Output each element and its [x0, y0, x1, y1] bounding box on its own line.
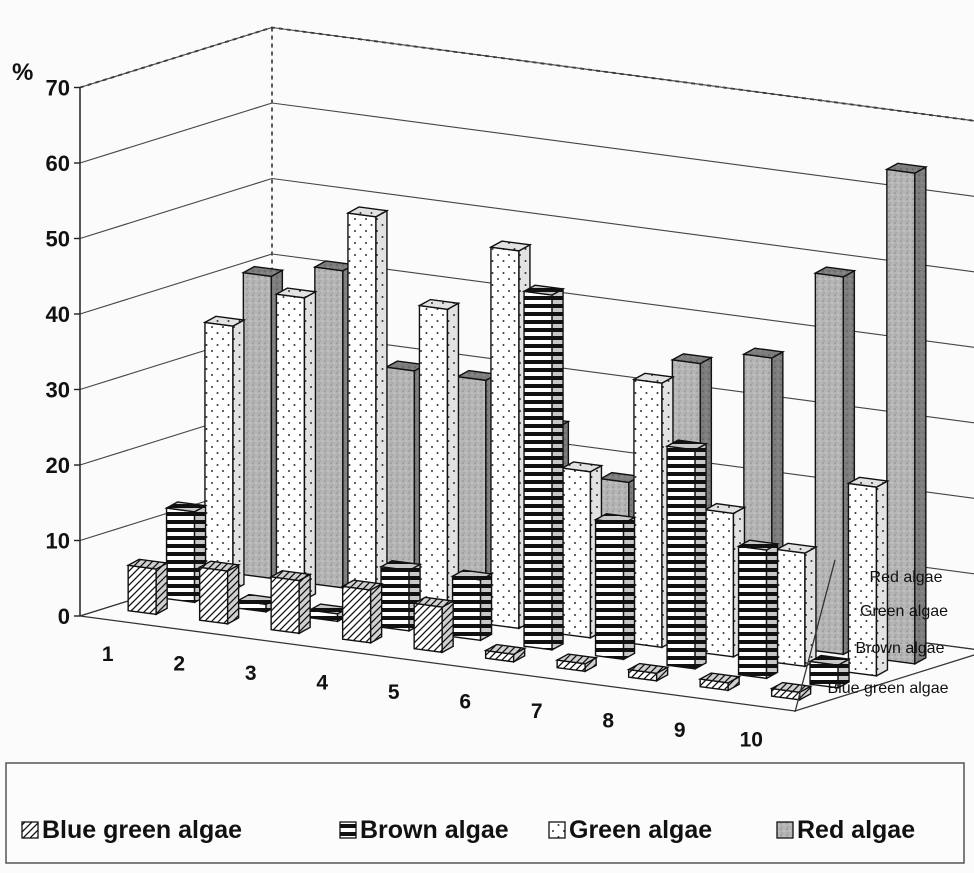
bar [774, 542, 819, 668]
legend-swatch [21, 821, 39, 839]
depth-tick-label: Red algae [870, 569, 943, 586]
x-tick-label: 9 [674, 719, 686, 742]
bar [241, 265, 285, 580]
y-tick-label: 20 [46, 453, 70, 478]
x-tick-label: 5 [388, 681, 400, 704]
legend-swatch [339, 821, 357, 839]
gridline [79, 26, 974, 122]
y-tick-label: 10 [46, 529, 70, 554]
y-tick-label: 60 [46, 151, 70, 176]
x-tick-label: 1 [102, 643, 114, 666]
y-axis-ticks: 0 10 20 30 40 50 60 70 [46, 76, 80, 629]
bar [884, 162, 929, 666]
bar [846, 476, 890, 678]
bar [268, 570, 313, 635]
x-axis-ticks: 1 2 3 4 5 6 7 8 9 10 [102, 643, 763, 752]
bar [554, 653, 599, 673]
y-tick-label: 40 [46, 302, 70, 327]
legend-item: Green algae [548, 816, 712, 844]
legend-swatch [548, 821, 566, 839]
bar [626, 662, 670, 683]
gridline [79, 177, 974, 273]
gridline [79, 253, 974, 348]
bar [197, 560, 241, 626]
y-tick-label: 70 [46, 76, 70, 101]
x-tick-label: 4 [316, 671, 328, 694]
frame-top [79, 26, 974, 122]
bar [807, 654, 852, 690]
bar [340, 579, 384, 645]
y-tick-label: 0 [58, 604, 70, 629]
x-tick-label: 3 [245, 662, 257, 685]
legend: Blue green algae Brown algae Green algae Re… [5, 762, 965, 864]
x-tick-label: 2 [173, 652, 185, 675]
legend-label: Brown algae [360, 816, 509, 844]
bar [345, 206, 390, 611]
bar [274, 287, 318, 602]
x-tick-label: 8 [602, 709, 614, 732]
bar [125, 558, 170, 616]
bars [125, 162, 929, 702]
depth-tick-label: Brown algae [856, 640, 945, 657]
depth-tick-label: Green algae [860, 603, 948, 620]
bar [417, 298, 461, 621]
bar [450, 569, 494, 642]
legend-item: Brown algae [339, 816, 509, 844]
depth-axis-line [794, 559, 836, 713]
bar [483, 643, 527, 664]
bar [593, 512, 637, 661]
legend-label: Green algae [569, 816, 712, 844]
depth-tick-label: Blue green algae [828, 680, 949, 697]
x-tick-label: 7 [531, 700, 543, 723]
bar [521, 284, 566, 652]
y-tick-label: 50 [46, 227, 70, 252]
bar [411, 596, 456, 654]
legend-item: Red algae [776, 816, 915, 844]
legend-label: Blue green algae [42, 816, 242, 844]
legend-item: Blue green algae [21, 816, 242, 844]
legend-box [5, 762, 965, 864]
legend-swatch [776, 821, 794, 839]
legend-label: Red algae [797, 816, 915, 844]
x-tick-label: 10 [740, 728, 763, 751]
y-unit-label: % [12, 59, 33, 86]
gridline [79, 102, 974, 197]
bar [378, 559, 423, 633]
bar [769, 681, 813, 702]
depth-axis-ticks: Red algae Green algae Brown algae Blue gree… [794, 559, 949, 713]
bar [202, 315, 247, 592]
bar [664, 439, 709, 671]
bar [697, 672, 742, 692]
x-tick-label: 6 [459, 690, 471, 713]
bar [736, 539, 780, 680]
y-tick-label: 30 [46, 378, 70, 403]
